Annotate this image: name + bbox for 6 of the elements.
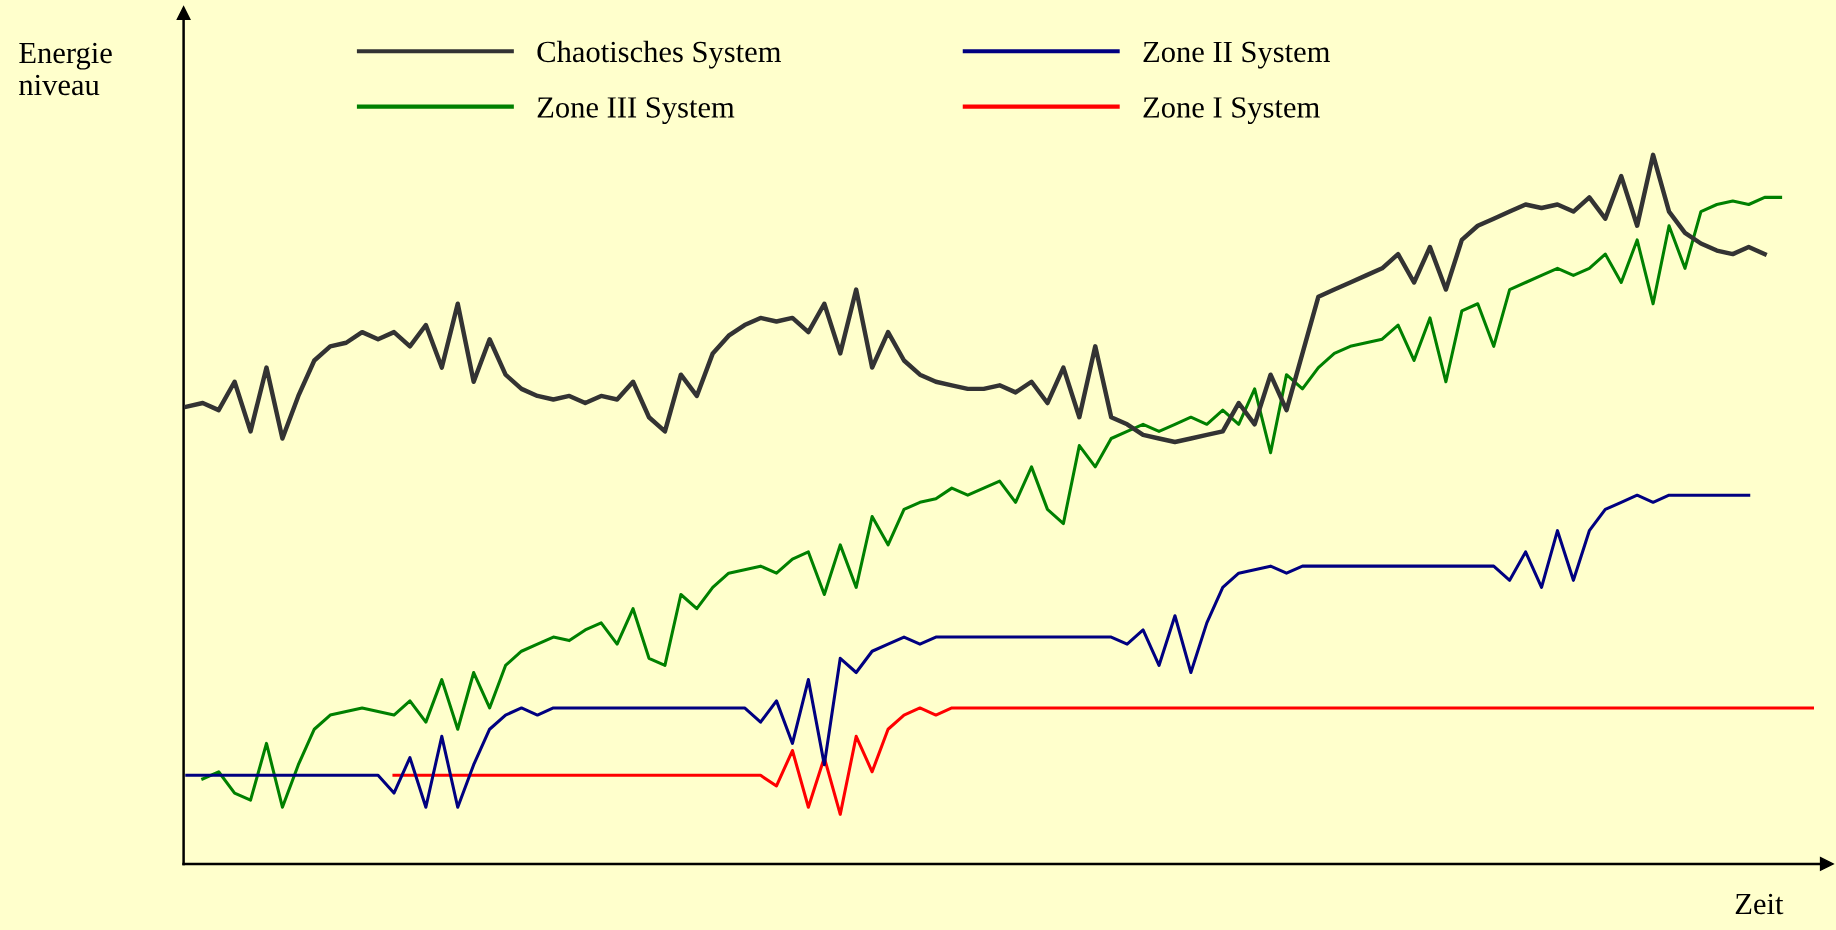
legend-label: Zone II System [1143, 41, 1330, 69]
legend-label: Chaotisches System [537, 40, 782, 69]
legend-label: Zone I System [1143, 97, 1320, 124]
x-axis-title: Zeit [1735, 893, 1784, 915]
y-axis-title: Energie niveau [19, 42, 112, 96]
legend-label: Zone III System [537, 97, 735, 124]
